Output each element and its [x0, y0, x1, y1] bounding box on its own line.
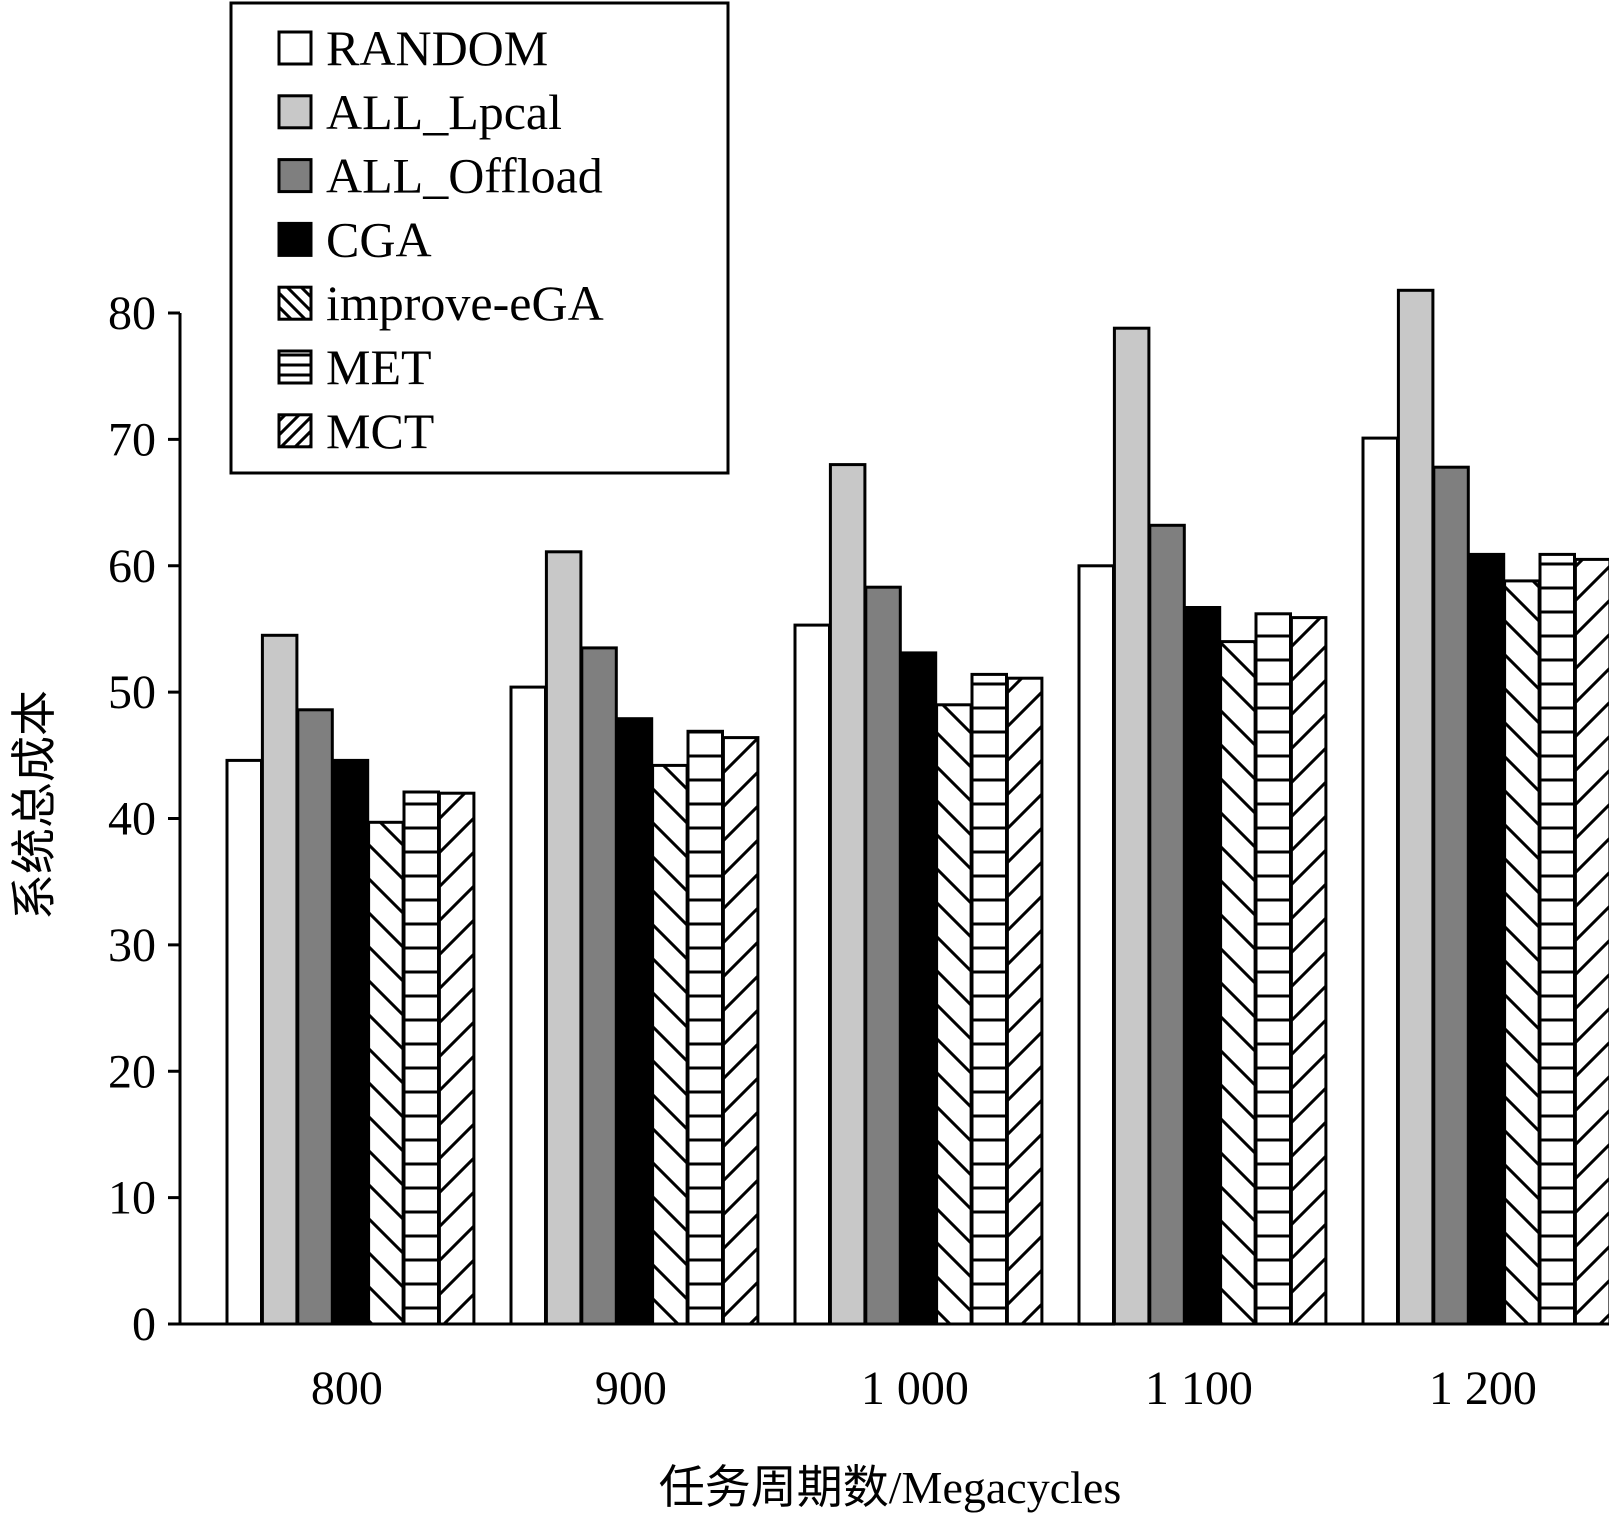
y-tick-label-60: 60 — [108, 540, 156, 593]
bars-layer — [225, 288, 1609, 1326]
legend-item-all-offload: ALL_Offload — [277, 148, 603, 204]
x-tick-label-1-100: 1 100 — [1145, 1362, 1253, 1415]
legend-item-random: RANDOM — [277, 20, 548, 76]
bar-all-lpcal-1-200 — [1396, 288, 1435, 1326]
bar-all-lpcal-800 — [260, 633, 299, 1326]
legend-label-random: RANDOM — [326, 20, 548, 76]
bar-cga-1-100 — [1183, 606, 1222, 1326]
x-tick-label-800: 800 — [311, 1362, 383, 1415]
bar-cga-900 — [615, 717, 654, 1326]
bar-met-800 — [402, 790, 440, 1326]
legend-swatch-random — [277, 30, 313, 66]
legend-swatch-improve-ega — [277, 285, 313, 321]
legend-item-all-lpcal: ALL_Lpcal — [277, 84, 562, 140]
bar-met-1-200 — [1538, 552, 1576, 1326]
bar-all-offload-800 — [296, 708, 334, 1326]
legend-label-all-offload: ALL_Offload — [326, 148, 603, 204]
bar-mct-1-200 — [1573, 557, 1609, 1326]
bar-cga-1-000 — [899, 651, 938, 1326]
legend-label-improve-ega: improve-eGA — [326, 275, 604, 331]
bar-cga-800 — [331, 758, 370, 1326]
ticks-layer: 0 10 20 30 40 50 60 70 80 800 900 1 000 1 100 1 200 — [108, 287, 1537, 1415]
bar-all-lpcal-900 — [544, 550, 583, 1326]
legend-item-cga: CGA — [277, 211, 432, 267]
legend-label-cga: CGA — [326, 211, 432, 267]
legend-item-mct: MCT — [277, 403, 434, 459]
legend-swatch-met — [277, 349, 313, 385]
bar-mct-800 — [437, 791, 476, 1326]
bar-all-offload-1-000 — [864, 585, 902, 1326]
bar-met-900 — [686, 729, 724, 1326]
y-tick-label-10: 10 — [108, 1172, 156, 1225]
legend: RANDOM ALL_Lpcal ALL_Offload CGA improve-eGA… — [229, 1, 730, 475]
bar-random-1-000 — [793, 623, 831, 1326]
bar-random-900 — [509, 685, 547, 1326]
bar-improve-ega-1-000 — [935, 703, 973, 1326]
legend-item-improve-ega: improve-eGA — [277, 275, 604, 331]
bar-improve-ega-900 — [651, 763, 689, 1326]
legend-swatch-all-lpcal — [277, 94, 313, 130]
bar-met-1-100 — [1254, 612, 1292, 1326]
bar-cga-1-200 — [1467, 552, 1506, 1326]
y-tick-label-30: 30 — [108, 919, 156, 972]
x-axis-title: 任务周期数/Megacycles — [659, 1462, 1121, 1513]
bar-all-offload-1-100 — [1148, 523, 1186, 1326]
bar-all-offload-900 — [580, 646, 618, 1326]
bar-random-800 — [225, 758, 263, 1326]
bar-all-lpcal-1-100 — [1112, 326, 1151, 1326]
y-tick-label-0: 0 — [132, 1298, 156, 1351]
y-tick-label-70: 70 — [108, 413, 156, 466]
y-tick-label-40: 40 — [108, 793, 156, 846]
legend-label-all-lpcal: ALL_Lpcal — [326, 84, 562, 140]
y-tick-label-80: 80 — [108, 287, 156, 340]
legend-swatch-cga — [277, 221, 313, 257]
bar-random-1-100 — [1077, 564, 1115, 1326]
bar-random-1-200 — [1361, 436, 1399, 1326]
bar-improve-ega-1-200 — [1503, 579, 1541, 1326]
bar-all-lpcal-1-000 — [828, 463, 867, 1326]
legend-box — [229, 1, 730, 475]
y-tick-label-50: 50 — [108, 666, 156, 719]
x-tick-label-1-000: 1 000 — [861, 1362, 969, 1415]
legend-swatch-mct — [277, 413, 313, 449]
bar-met-1-000 — [970, 672, 1008, 1326]
bar-improve-ega-1-100 — [1219, 640, 1257, 1326]
bar-mct-900 — [721, 736, 760, 1326]
y-axis-title: 系统总成本 — [9, 690, 60, 920]
legend-label-met: MET — [326, 339, 432, 395]
bar-improve-ega-800 — [367, 820, 405, 1326]
legend-label-mct: MCT — [326, 403, 434, 459]
legend-swatch-all-offload — [277, 158, 313, 194]
y-tick-label-20: 20 — [108, 1045, 156, 1098]
bar-mct-1-100 — [1289, 616, 1328, 1326]
bar-mct-1-000 — [1005, 676, 1044, 1326]
bar-all-offload-1-200 — [1432, 465, 1470, 1326]
x-tick-label-1-200: 1 200 — [1429, 1362, 1537, 1415]
legend-item-met: MET — [277, 339, 432, 395]
x-tick-label-900: 900 — [595, 1362, 667, 1415]
